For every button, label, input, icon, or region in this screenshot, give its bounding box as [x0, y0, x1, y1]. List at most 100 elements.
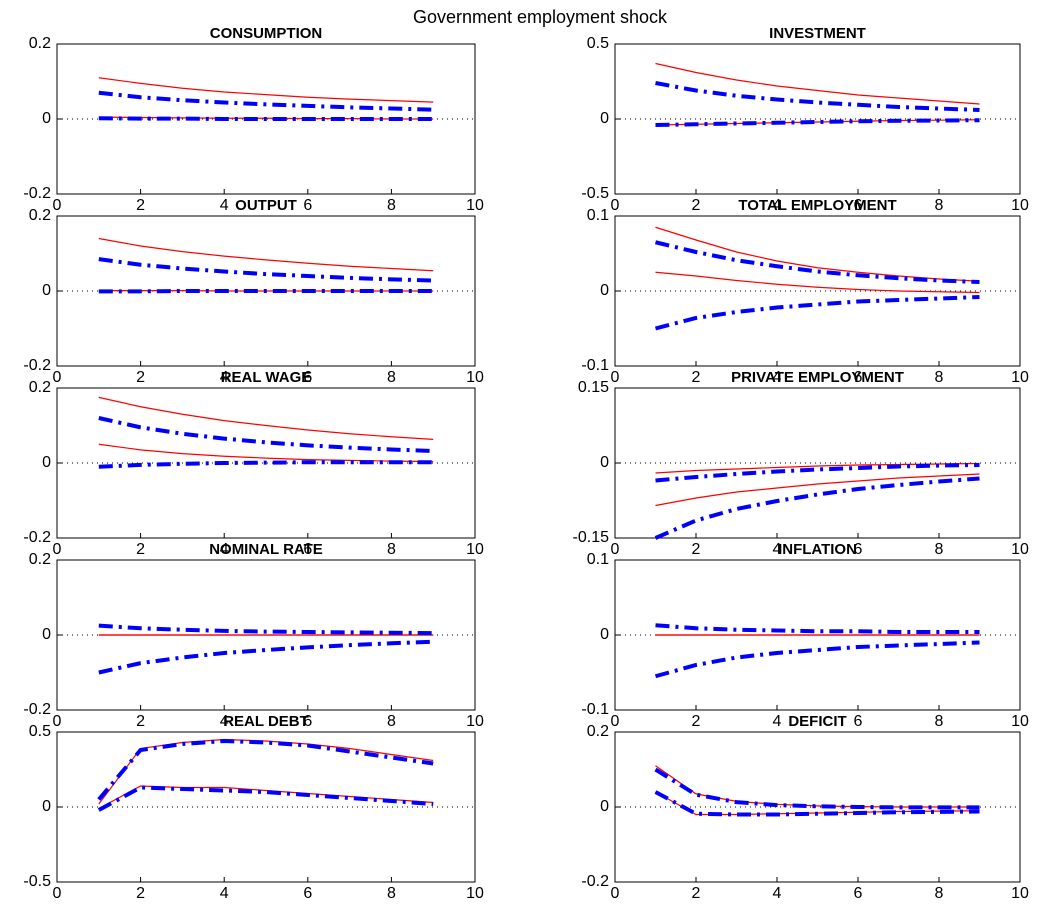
y-tick-label: 0.2 — [29, 551, 51, 568]
series-line — [654, 767, 980, 810]
y-tick-label: 0.2 — [29, 35, 51, 52]
y-tick-label: -0.1 — [581, 357, 609, 374]
y-tick-label: -0.5 — [581, 185, 609, 202]
x-tick-label: 6 — [303, 885, 312, 902]
y-tick-label: 0.1 — [587, 207, 609, 224]
series-line — [98, 460, 434, 469]
x-tick-label: 0 — [611, 713, 620, 730]
panel-title: INFLATION — [778, 541, 857, 558]
y-tick-label: 0.5 — [587, 35, 609, 52]
x-tick-label: 4 — [220, 369, 229, 386]
x-tick-label: 6 — [303, 713, 312, 730]
series-line — [98, 443, 434, 463]
series-line — [654, 640, 980, 679]
x-tick-label: 10 — [1011, 713, 1029, 730]
x-tick-label: 4 — [220, 713, 229, 730]
panel-title: PRIVATE EMPLOYMENT — [731, 369, 904, 386]
x-tick-label: 2 — [136, 713, 145, 730]
x-tick-label: 2 — [136, 885, 145, 902]
plot-area — [614, 387, 1021, 539]
x-tick-label: 6 — [303, 369, 312, 386]
series-line — [97, 738, 434, 801]
x-tick-label: 0 — [611, 541, 620, 558]
series-line — [654, 295, 980, 331]
x-tick-label: 4 — [773, 885, 782, 902]
y-tick-label: 0.2 — [587, 723, 609, 740]
panel-title: TOTAL EMPLOYMENT — [738, 197, 896, 214]
series-line — [98, 90, 434, 112]
y-tick-label: 0 — [42, 626, 51, 643]
x-tick-label: 4 — [773, 197, 782, 214]
series-line — [655, 473, 980, 507]
panel-title: CONSUMPTION — [210, 25, 323, 42]
x-tick-label: 2 — [692, 541, 701, 558]
x-tick-label: 10 — [1011, 369, 1029, 386]
x-tick-label: 2 — [136, 197, 145, 214]
x-tick-label: 10 — [466, 369, 484, 386]
y-tick-label: 0 — [42, 798, 51, 815]
y-tick-label: -0.2 — [581, 873, 609, 890]
series-line — [98, 237, 434, 272]
series-line — [654, 790, 980, 817]
series-line — [655, 62, 980, 105]
panel-title: REAL WAGE — [221, 369, 312, 386]
panel-title: REAL DEBT — [223, 713, 309, 730]
x-tick-label: 6 — [303, 541, 312, 558]
x-tick-label: 10 — [466, 885, 484, 902]
x-tick-label: 6 — [854, 541, 863, 558]
x-tick-label: 0 — [611, 197, 620, 214]
series-line — [655, 623, 980, 634]
x-tick-label: 6 — [854, 713, 863, 730]
y-tick-label: 0 — [42, 454, 51, 471]
y-tick-label: -0.5 — [23, 873, 51, 890]
x-tick-label: 0 — [53, 541, 62, 558]
x-tick-label: 2 — [136, 541, 145, 558]
y-tick-label: -0.2 — [23, 701, 51, 718]
x-tick-label: 0 — [53, 197, 62, 214]
x-tick-label: 10 — [1011, 541, 1029, 558]
y-tick-label: -0.2 — [23, 357, 51, 374]
plot-area — [614, 215, 1021, 367]
x-tick-label: 8 — [935, 541, 944, 558]
y-tick-label: -0.15 — [573, 529, 610, 546]
panel-title: NOMINAL RATE — [209, 541, 323, 558]
x-tick-label: 4 — [773, 713, 782, 730]
x-tick-label: 10 — [1011, 197, 1029, 214]
y-tick-label: 0.5 — [29, 723, 51, 740]
y-tick-label: 0.1 — [587, 551, 609, 568]
y-tick-label: 0 — [600, 282, 609, 299]
x-tick-label: 4 — [773, 369, 782, 386]
series-line — [98, 396, 434, 440]
series-line — [654, 476, 980, 540]
series-line — [655, 81, 980, 112]
panel-title: OUTPUT — [235, 197, 297, 214]
x-tick-label: 8 — [387, 541, 396, 558]
y-tick-label: 0 — [600, 626, 609, 643]
x-tick-label: 2 — [692, 713, 701, 730]
series-line — [98, 77, 434, 103]
panel-title: DEFICIT — [788, 713, 846, 730]
y-tick-label: 0 — [42, 110, 51, 127]
panel-title: INVESTMENT — [769, 25, 866, 42]
y-tick-label: 0 — [42, 282, 51, 299]
y-tick-label: 0.15 — [578, 379, 609, 396]
x-tick-label: 8 — [387, 369, 396, 386]
series-line — [655, 463, 980, 483]
x-tick-label: 8 — [935, 197, 944, 214]
x-tick-label: 8 — [387, 713, 396, 730]
series-line — [97, 785, 434, 812]
y-tick-label: 0 — [600, 454, 609, 471]
x-tick-label: 2 — [692, 197, 701, 214]
x-tick-label: 0 — [53, 885, 62, 902]
y-tick-label: -0.1 — [581, 701, 609, 718]
series-line — [655, 271, 980, 294]
x-tick-label: 6 — [303, 197, 312, 214]
x-tick-label: 0 — [53, 369, 62, 386]
y-tick-label: 0.2 — [29, 207, 51, 224]
x-tick-label: 4 — [220, 197, 229, 214]
x-tick-label: 6 — [854, 885, 863, 902]
x-tick-label: 8 — [387, 197, 396, 214]
x-tick-label: 0 — [611, 369, 620, 386]
